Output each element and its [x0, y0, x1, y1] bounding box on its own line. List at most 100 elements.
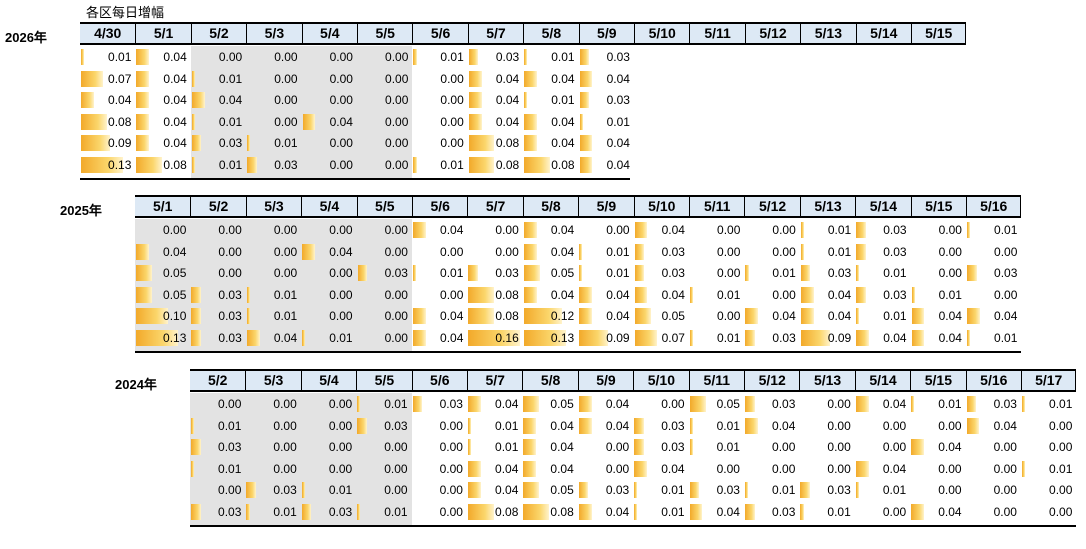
data-value: 0.01: [606, 244, 630, 259]
data-bar: [191, 439, 201, 455]
data-cell: 0.00: [1021, 480, 1076, 500]
data-value: 0.08: [163, 157, 187, 172]
data-value: 0.03: [716, 483, 740, 497]
data-cell: 0.03: [634, 242, 689, 262]
data-bar: [689, 396, 706, 412]
data-bar: [246, 329, 260, 346]
data-bar: [468, 156, 495, 173]
data-cell: 0.04: [523, 285, 578, 305]
data-cell: 0.03: [800, 263, 855, 283]
data-value: 0.13: [163, 330, 187, 345]
data-value: 0.01: [661, 483, 685, 497]
data-bar: [413, 222, 426, 238]
data-value: 0.00: [439, 504, 463, 519]
data-cell: 0.00: [412, 90, 467, 110]
data-value: 0.08: [495, 504, 519, 519]
data-value: 0.03: [328, 504, 353, 519]
holiday-shading: [190, 393, 412, 525]
data-value: 0.00: [605, 461, 630, 476]
data-bar: [745, 482, 749, 498]
data-value: 0.01: [329, 330, 353, 345]
data-bar: [966, 417, 980, 434]
data-cell: 0.00: [578, 437, 633, 457]
data-value: 0.00: [274, 93, 298, 107]
year-label: 2025年: [60, 203, 102, 218]
data-value: 0.00: [329, 93, 353, 107]
data-cell: 0.04: [800, 306, 855, 326]
data-value: 0.00: [328, 397, 353, 411]
data-value: 0.00: [385, 136, 409, 150]
year-label: 2024年: [115, 377, 157, 392]
data-bar: [634, 243, 645, 260]
data-value: 0.00: [384, 330, 408, 345]
data-cell: 0.00: [412, 69, 467, 89]
data-bar: [468, 70, 482, 87]
data-cell: 0.13: [80, 155, 135, 175]
data-value: 0.04: [440, 309, 464, 323]
data-cell: 0.00: [301, 459, 356, 479]
data-bar: [246, 482, 257, 498]
data-bar: [413, 329, 426, 346]
data-value: 0.04: [938, 309, 962, 323]
data-value: 0.04: [163, 50, 187, 64]
data-value: 0.04: [606, 71, 630, 86]
data-cell: 0.05: [135, 263, 190, 283]
data-cell: 0.00: [191, 47, 246, 67]
data-bar: [136, 113, 150, 130]
data-value: 0.03: [661, 440, 685, 454]
data-value: 0.00: [882, 418, 907, 433]
data-cell: 0.01: [190, 459, 245, 479]
data-value: 0.00: [717, 309, 741, 323]
data-value: 0.03: [495, 266, 519, 280]
data-cell: 0.04: [578, 285, 633, 305]
data-cell: 0.01: [523, 47, 578, 67]
data-cell: 0.00: [799, 437, 854, 457]
date-header-cell: 5/5: [356, 197, 412, 216]
data-bar: [911, 329, 925, 346]
data-cell: 0.00: [855, 437, 910, 457]
data-value: 0.00: [827, 397, 851, 411]
data-cell: 0.00: [966, 502, 1021, 522]
data-bar: [136, 329, 178, 346]
data-value: 0.01: [661, 504, 685, 519]
date-header-cell: 5/15: [911, 24, 967, 43]
data-value: 0.00: [273, 244, 298, 259]
data-cell: 0.00: [246, 90, 301, 110]
data-cell: 0.00: [357, 47, 412, 67]
data-value: 0.05: [550, 397, 574, 411]
data-cell: 0.01: [191, 112, 246, 132]
data-value: 0.00: [385, 71, 409, 86]
data-bar: [634, 417, 644, 434]
data-bar: [302, 243, 316, 260]
data-cell: 0.00: [190, 480, 245, 500]
data-cell: 0.01: [911, 285, 966, 305]
date-header-cell: 5/9: [578, 197, 634, 216]
data-value: 0.00: [440, 71, 464, 86]
data-value: 0.00: [218, 397, 242, 411]
data-value: 0.04: [606, 157, 630, 172]
data-value: 0.00: [328, 440, 353, 454]
data-bar: [911, 396, 915, 412]
data-value: 0.04: [883, 330, 907, 345]
data-value: 0.04: [163, 93, 187, 107]
data-bar: [524, 113, 538, 130]
data-bar: [745, 308, 759, 324]
data-value: 0.04: [605, 418, 630, 433]
data-cell: 0.04: [744, 306, 799, 326]
date-header-cell: 5/5: [356, 371, 412, 390]
data-bar: [523, 286, 537, 303]
data-value: 0.03: [218, 504, 242, 519]
data-cell: 0.01: [80, 47, 135, 67]
data-bar: [800, 308, 814, 324]
data-value: 0.00: [495, 244, 519, 259]
data-bar: [523, 243, 537, 260]
data-bar: [81, 70, 104, 87]
data-value: 0.00: [329, 309, 353, 323]
data-value: 0.00: [1049, 440, 1073, 454]
data-value: 0.00: [827, 418, 851, 433]
data-cell: 0.00: [357, 220, 412, 240]
date-header-cell: 5/13: [799, 371, 855, 390]
data-cell: 0.03: [190, 328, 245, 348]
data-value: 0.01: [716, 440, 740, 454]
data-bar: [81, 49, 85, 65]
